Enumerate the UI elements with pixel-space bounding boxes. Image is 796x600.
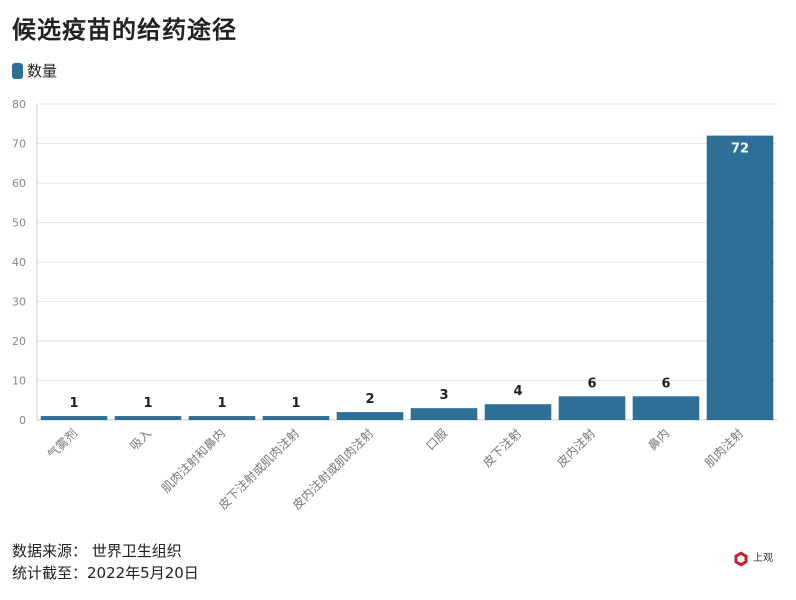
bar [336,412,404,420]
x-tick-label: 皮内注射 [554,426,599,471]
data-label: 1 [69,396,78,411]
x-tick-label: 肌肉注射和鼻内 [158,426,228,496]
data-label: 2 [365,392,374,407]
data-source: 数据来源： 世界卫生组织 [12,542,182,560]
cutoff-date: 统计截至：2022年5月20日 [12,564,199,582]
x-tick-label: 肌肉注射 [702,426,747,471]
y-tick-label: 40 [12,256,26,269]
bar [706,135,774,420]
data-label: 6 [661,376,670,391]
data-label: 72 [731,142,749,157]
grid-lines [36,103,777,421]
chart-title: 候选疫苗的给药途径 [12,16,237,44]
y-tick-label: 30 [12,296,26,309]
shangguan-logo: 上观 [733,548,785,570]
y-tick-label: 20 [12,335,26,348]
bars [40,135,774,420]
bar [114,416,182,420]
legend-swatch [12,62,23,79]
bar [262,416,330,420]
x-tick-label: 口服 [423,426,450,453]
data-label: 1 [143,396,152,411]
y-tick-label: 70 [12,138,26,151]
bar [484,404,552,420]
data-labels: 1 1 1 1 2 3 4 6 6 72 [69,142,749,411]
y-axis-ticks: 0 10 20 30 40 50 60 70 80 [12,98,26,427]
data-label: 1 [217,396,226,411]
y-tick-label: 60 [12,177,26,190]
y-tick-label: 10 [12,375,26,388]
logo-name: 上观 [753,553,773,564]
y-tick-label: 50 [12,217,26,230]
shangguan-logo-icon [734,551,748,567]
data-label: 3 [439,388,448,403]
legend-label: 数量 [27,62,58,80]
data-label: 6 [587,376,596,391]
bar [632,396,700,420]
y-tick-label: 80 [12,98,26,111]
bar [410,408,478,420]
legend: 数量 [12,60,57,81]
x-tick-label: 皮下注射 [480,426,525,471]
x-tick-label: 皮下注射或肌肉注射 [215,426,302,513]
y-tick-label: 0 [19,414,26,427]
bar [188,416,256,420]
x-tick-label: 气雾剂 [44,426,80,462]
data-label: 1 [291,396,300,411]
x-tick-label: 皮内注射或肌肉注射 [289,426,376,513]
x-tick-label: 吸入 [127,426,154,453]
x-tick-label: 鼻内 [645,426,673,454]
bar [558,396,626,420]
bar [40,416,108,420]
data-label: 4 [513,384,522,399]
